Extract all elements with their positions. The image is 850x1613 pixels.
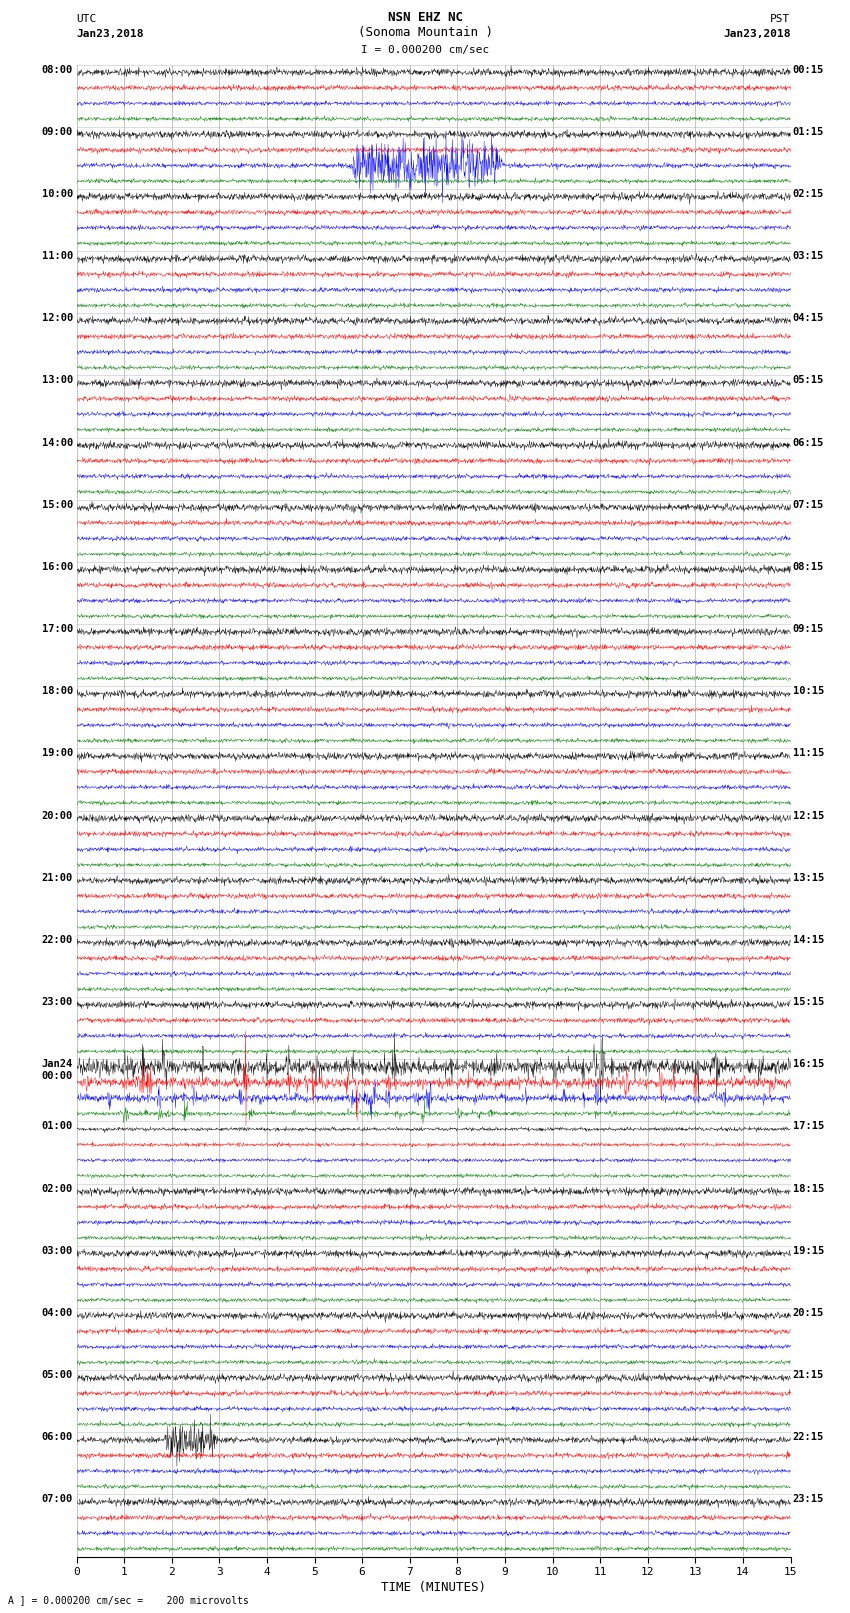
Text: 07:00: 07:00: [42, 1494, 73, 1505]
Text: 16:00: 16:00: [42, 561, 73, 573]
Text: 21:00: 21:00: [42, 873, 73, 882]
Text: 18:15: 18:15: [793, 1184, 824, 1194]
Text: 12:00: 12:00: [42, 313, 73, 323]
Text: 10:15: 10:15: [793, 686, 824, 697]
Text: Jan24
00:00: Jan24 00:00: [42, 1060, 73, 1081]
Text: 17:00: 17:00: [42, 624, 73, 634]
Text: 09:00: 09:00: [42, 127, 73, 137]
Text: 00:15: 00:15: [793, 65, 824, 74]
Text: 02:15: 02:15: [793, 189, 824, 198]
Text: 04:15: 04:15: [793, 313, 824, 323]
Text: Jan23,2018: Jan23,2018: [723, 29, 791, 39]
Text: 01:15: 01:15: [793, 127, 824, 137]
Text: 11:15: 11:15: [793, 748, 824, 758]
Text: 08:00: 08:00: [42, 65, 73, 74]
Text: 16:15: 16:15: [793, 1060, 824, 1069]
Text: 20:15: 20:15: [793, 1308, 824, 1318]
Text: UTC: UTC: [76, 15, 97, 24]
Text: 23:15: 23:15: [793, 1494, 824, 1505]
Text: 02:00: 02:00: [42, 1184, 73, 1194]
Text: Jan23,2018: Jan23,2018: [76, 29, 144, 39]
Text: 12:15: 12:15: [793, 810, 824, 821]
Text: NSN EHZ NC: NSN EHZ NC: [388, 11, 462, 24]
Text: (Sonoma Mountain ): (Sonoma Mountain ): [358, 26, 492, 39]
Text: 19:15: 19:15: [793, 1245, 824, 1255]
Text: 23:00: 23:00: [42, 997, 73, 1007]
Text: 05:15: 05:15: [793, 376, 824, 386]
Text: 17:15: 17:15: [793, 1121, 824, 1131]
Text: 21:15: 21:15: [793, 1369, 824, 1381]
Text: 15:15: 15:15: [793, 997, 824, 1007]
Text: PST: PST: [770, 15, 790, 24]
Text: 05:00: 05:00: [42, 1369, 73, 1381]
Text: A ] = 0.000200 cm/sec =    200 microvolts: A ] = 0.000200 cm/sec = 200 microvolts: [8, 1595, 249, 1605]
X-axis label: TIME (MINUTES): TIME (MINUTES): [381, 1581, 486, 1594]
Text: 06:15: 06:15: [793, 437, 824, 447]
Text: 19:00: 19:00: [42, 748, 73, 758]
Text: I = 0.000200 cm/sec: I = 0.000200 cm/sec: [361, 45, 489, 55]
Text: 03:00: 03:00: [42, 1245, 73, 1255]
Text: 13:15: 13:15: [793, 873, 824, 882]
Text: 22:15: 22:15: [793, 1432, 824, 1442]
Text: 01:00: 01:00: [42, 1121, 73, 1131]
Text: 07:15: 07:15: [793, 500, 824, 510]
Text: 03:15: 03:15: [793, 252, 824, 261]
Text: 20:00: 20:00: [42, 810, 73, 821]
Text: 10:00: 10:00: [42, 189, 73, 198]
Text: 04:00: 04:00: [42, 1308, 73, 1318]
Text: 09:15: 09:15: [793, 624, 824, 634]
Text: 06:00: 06:00: [42, 1432, 73, 1442]
Text: 22:00: 22:00: [42, 936, 73, 945]
Text: 18:00: 18:00: [42, 686, 73, 697]
Text: 13:00: 13:00: [42, 376, 73, 386]
Text: 15:00: 15:00: [42, 500, 73, 510]
Text: 08:15: 08:15: [793, 561, 824, 573]
Text: 11:00: 11:00: [42, 252, 73, 261]
Text: 14:00: 14:00: [42, 437, 73, 447]
Text: 14:15: 14:15: [793, 936, 824, 945]
